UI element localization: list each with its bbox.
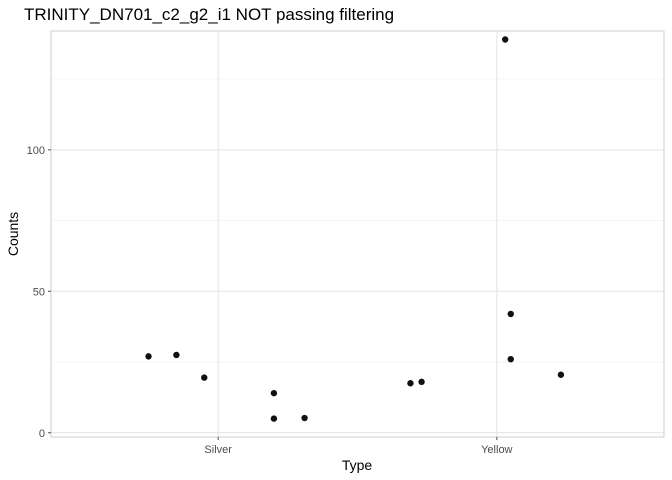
plot-panel	[50, 30, 665, 438]
data-point	[270, 415, 278, 422]
data-point	[501, 36, 509, 43]
data-point	[201, 374, 208, 381]
data-point	[173, 351, 180, 359]
x-tick-label: Silver	[204, 444, 232, 456]
x-axis-ticks: Silver Yellow	[204, 437, 513, 456]
data-point	[507, 355, 514, 363]
data-point	[301, 414, 308, 422]
data-points	[145, 36, 565, 422]
y-axis-ticks: 0 50 100	[27, 145, 51, 440]
y-tick-label: 50	[33, 286, 45, 298]
panel-border	[50, 30, 665, 438]
y-axis-title: Counts	[5, 212, 21, 256]
data-point	[507, 310, 514, 318]
data-point	[557, 371, 565, 378]
data-point	[145, 353, 152, 360]
y-tick-label: 100	[27, 145, 45, 157]
x-tick-label: Yellow	[481, 444, 512, 456]
minor-gridlines	[51, 78, 664, 363]
data-point	[418, 378, 425, 386]
y-tick-label: 0	[39, 428, 45, 440]
x-axis-title: Type	[342, 457, 373, 473]
data-point	[407, 380, 414, 387]
data-point	[270, 389, 278, 397]
chart-title: TRINITY_DN701_c2_g2_i1 NOT passing filte…	[24, 5, 394, 24]
major-gridlines	[51, 31, 664, 437]
